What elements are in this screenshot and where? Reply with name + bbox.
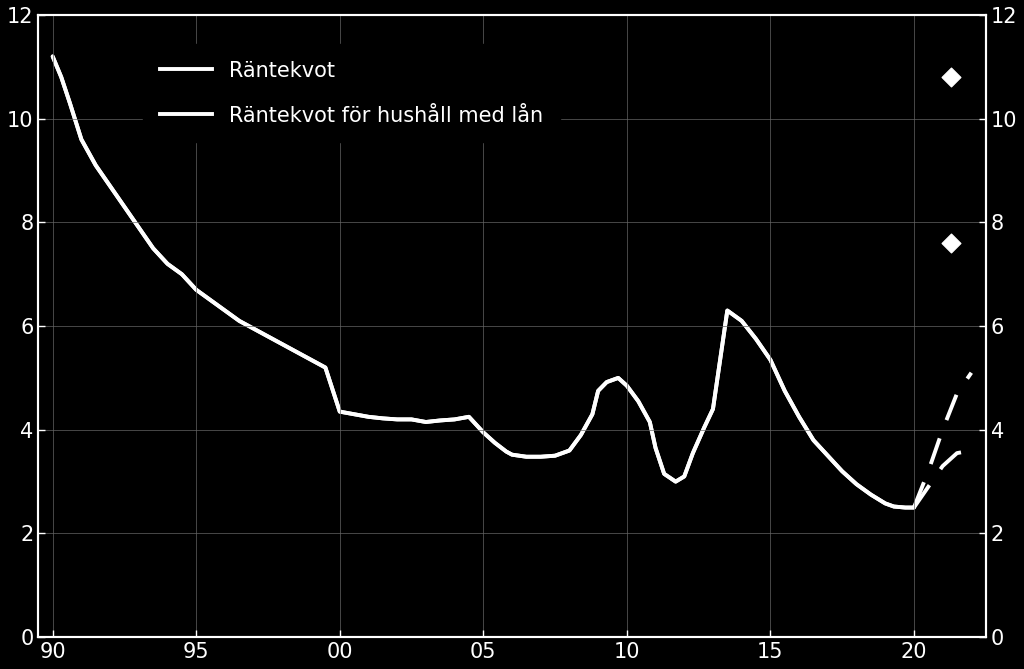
Legend: Räntekvot, Räntekvot för hushåll med lån: Räntekvot, Räntekvot för hushåll med lån [143, 44, 560, 142]
Point [943, 237, 959, 248]
Point [943, 72, 959, 82]
